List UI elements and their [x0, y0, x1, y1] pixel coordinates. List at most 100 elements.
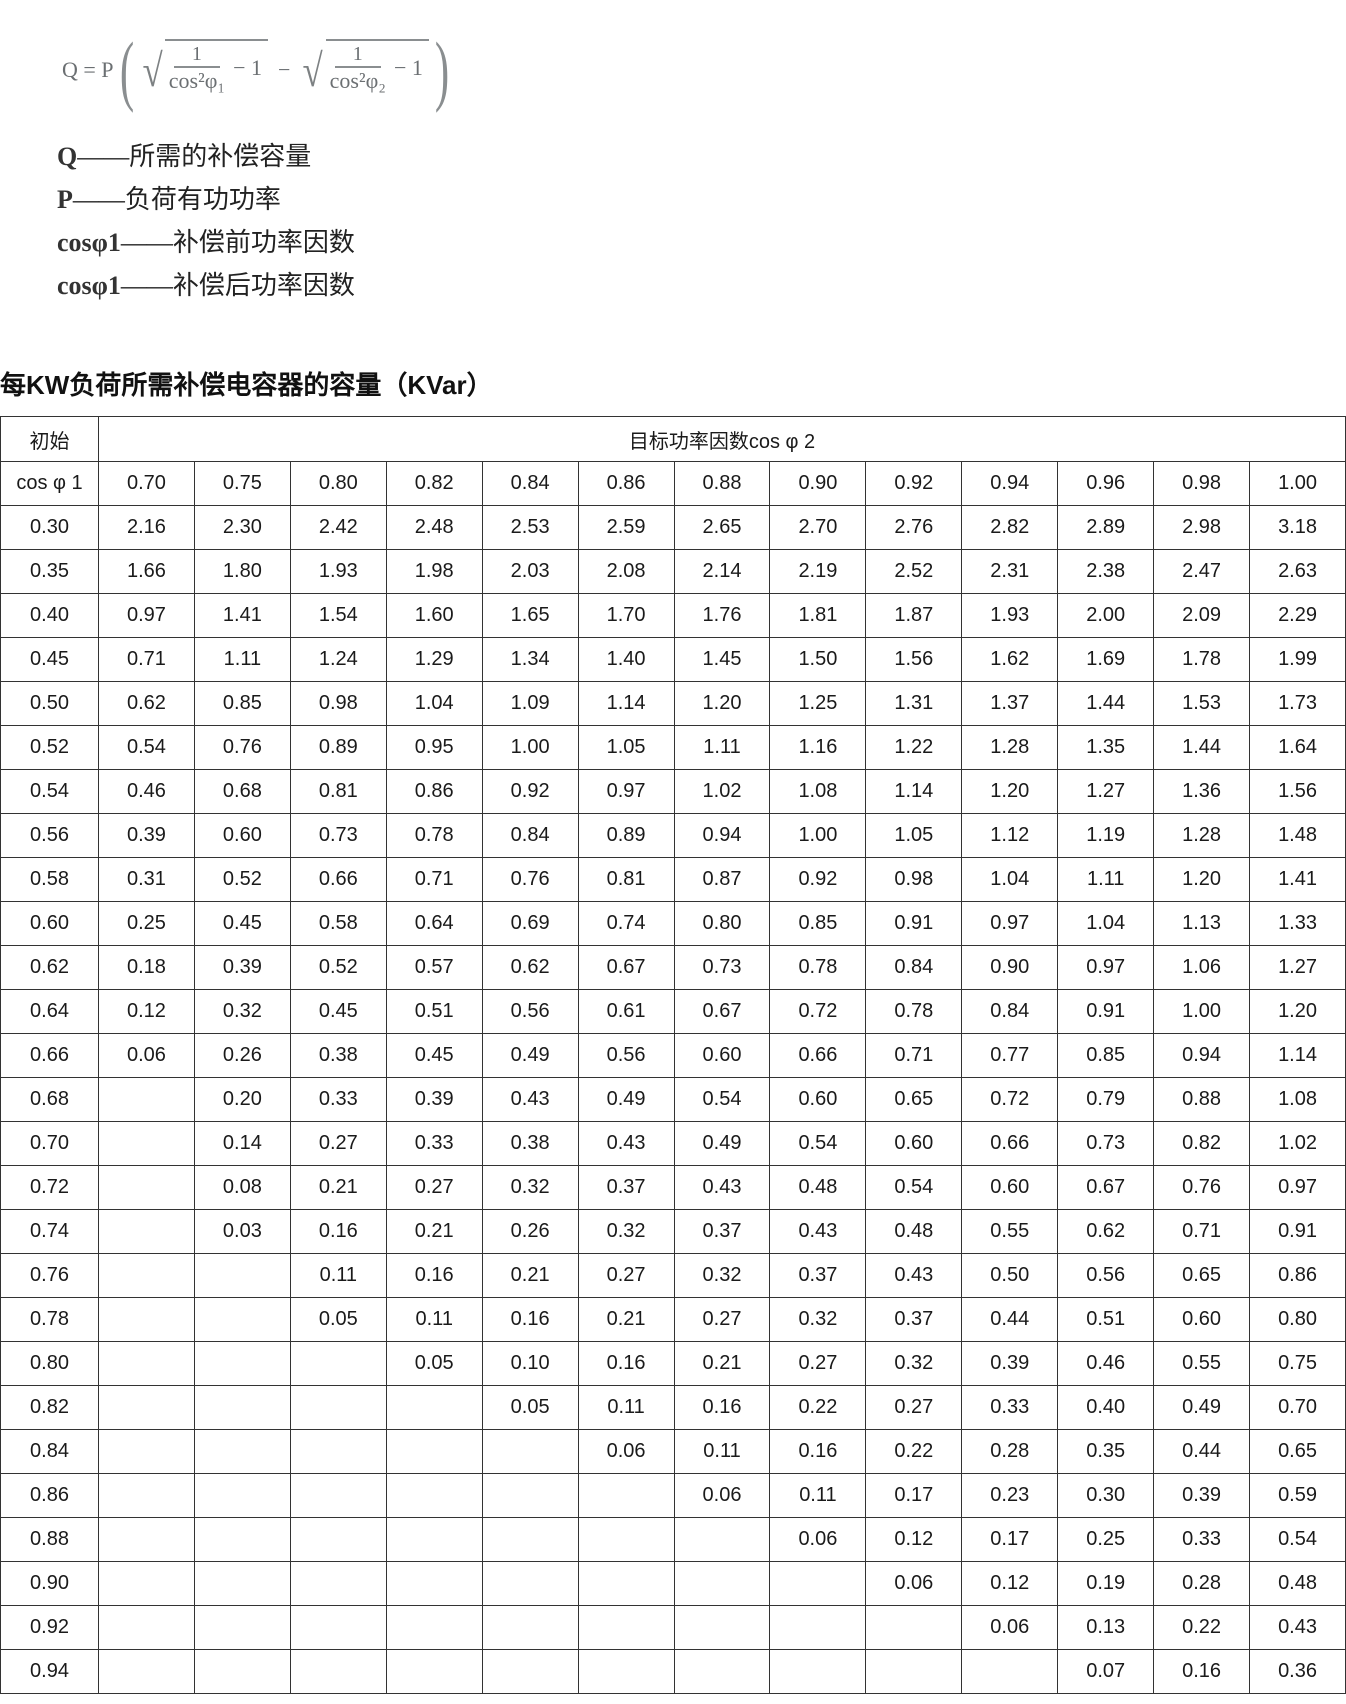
- capacity-cell: 0.85: [193, 681, 291, 726]
- column-header-row: cos φ 1 0.70 0.75 0.80 0.82 0.84 0.86 0.88 0.90…: [0, 461, 1346, 506]
- capacity-cell: 1.66: [98, 549, 195, 594]
- capacity-cell: [289, 1605, 387, 1650]
- capacity-cell: 0.05: [481, 1385, 579, 1430]
- capacity-cell: 2.52: [865, 549, 963, 594]
- capacity-cell: [577, 1517, 675, 1562]
- capacity-cell: [98, 1473, 195, 1518]
- capacity-cell: 0.07: [1057, 1649, 1155, 1694]
- capacity-cell: 0.91: [1249, 1209, 1346, 1254]
- capacity-cell: 1.53: [1153, 681, 1251, 726]
- capacity-cell: 0.54: [865, 1165, 963, 1210]
- capacity-cell: 0.22: [865, 1429, 963, 1474]
- capacity-cell: 0.97: [577, 769, 675, 814]
- capacity-cell: 0.06: [769, 1517, 867, 1562]
- capacity-cell: 0.81: [577, 857, 675, 902]
- numerator: 1: [334, 43, 381, 68]
- capacity-cell: 1.60: [385, 593, 483, 638]
- capacity-cell: 0.65: [1249, 1429, 1346, 1474]
- capacity-cell: 0.45: [193, 901, 291, 946]
- capacity-cell: 0.66: [961, 1121, 1059, 1166]
- capacity-cell: 1.93: [961, 593, 1059, 638]
- capacity-cell: 2.82: [961, 505, 1059, 550]
- capacity-cell: 2.09: [1153, 593, 1251, 638]
- capacity-cell: [193, 1341, 291, 1386]
- capacity-cell: 2.14: [673, 549, 771, 594]
- capacity-cell: 1.56: [1249, 769, 1346, 814]
- table-row: 0.56 0.39 0.60 0.73 0.78 0.84 0.89 0.94 1.00 1.05…: [0, 813, 1346, 858]
- capacity-cell: 0.88: [1153, 1077, 1251, 1122]
- capacity-cell: [98, 1561, 195, 1606]
- capacity-cell: 0.82: [1153, 1121, 1251, 1166]
- capacity-cell: 1.50: [769, 637, 867, 682]
- capacity-cell: 1.27: [1249, 945, 1346, 990]
- capacity-cell: [289, 1561, 387, 1606]
- capacity-cell: 0.94: [1153, 1033, 1251, 1078]
- capacity-cell: 1.08: [769, 769, 867, 814]
- capacity-cell: [289, 1473, 387, 1518]
- capacity-cell: 0.17: [865, 1473, 963, 1518]
- capacity-cell: 1.34: [481, 637, 579, 682]
- column-header: 0.92: [865, 461, 963, 506]
- capacity-cell: 2.30: [193, 505, 291, 550]
- capacity-cell: 1.12: [961, 813, 1059, 858]
- legend-item: cosφ1——补偿后功率因数: [57, 271, 355, 300]
- capacity-cell: 0.81: [289, 769, 387, 814]
- capacity-cell: 0.89: [577, 813, 675, 858]
- capacity-cell: 0.92: [769, 857, 867, 902]
- initial-power-factor: 0.74: [0, 1209, 99, 1254]
- table-row: 0.52 0.54 0.76 0.89 0.95 1.00 1.05 1.11 1.16 1.22…: [0, 725, 1346, 770]
- capacity-cell: 0.16: [673, 1385, 771, 1430]
- capacity-cell: 0.60: [865, 1121, 963, 1166]
- initial-power-factor: 0.50: [0, 681, 99, 726]
- capacity-cell: 0.36: [1249, 1649, 1346, 1694]
- capacity-cell: [577, 1561, 675, 1606]
- capacity-cell: 1.69: [1057, 637, 1155, 682]
- capacity-cell: 0.20: [193, 1077, 291, 1122]
- capacity-cell: 1.44: [1057, 681, 1155, 726]
- initial-power-factor: 0.72: [0, 1165, 99, 1210]
- capacity-cell: 0.87: [673, 857, 771, 902]
- capacity-cell: 0.86: [1249, 1253, 1346, 1298]
- capacity-cell: 0.05: [385, 1341, 483, 1386]
- capacity-cell: 0.43: [481, 1077, 579, 1122]
- capacity-cell: 0.21: [385, 1209, 483, 1254]
- capacity-cell: 1.20: [1153, 857, 1251, 902]
- capacity-cell: 1.11: [673, 725, 771, 770]
- capacity-cell: 0.54: [769, 1121, 867, 1166]
- capacity-cell: 0.72: [961, 1077, 1059, 1122]
- capacity-cell: 1.44: [1153, 725, 1251, 770]
- capacity-cell: 0.25: [98, 901, 195, 946]
- capacity-cell: 1.00: [769, 813, 867, 858]
- capacity-cell: 1.22: [865, 725, 963, 770]
- capacity-cell: [98, 1385, 195, 1430]
- capacity-cell: 0.60: [769, 1077, 867, 1122]
- capacity-cell: 0.67: [577, 945, 675, 990]
- initial-power-factor: 0.90: [0, 1561, 99, 1606]
- capacity-cell: 1.14: [1249, 1033, 1346, 1078]
- radical-icon: √: [302, 44, 324, 96]
- capacity-cell: 1.36: [1153, 769, 1251, 814]
- capacity-cell: [289, 1429, 387, 1474]
- corner-label-line1: 初始: [0, 416, 99, 462]
- capacity-cell: [577, 1605, 675, 1650]
- capacity-cell: 0.80: [673, 901, 771, 946]
- capacity-cell: 0.95: [385, 725, 483, 770]
- column-header: 0.90: [769, 461, 867, 506]
- table-row: 0.90 0.06 0.12 0.19 0.28 0.48: [0, 1561, 1346, 1606]
- capacity-cell: 1.11: [1057, 857, 1155, 902]
- capacity-cell: 0.49: [577, 1077, 675, 1122]
- capacity-cell: [289, 1649, 387, 1694]
- capacity-cell: [385, 1385, 483, 1430]
- capacity-cell: 2.53: [481, 505, 579, 550]
- legend-item: Q——所需的补偿容量: [57, 142, 312, 171]
- capacity-cell: 0.33: [385, 1121, 483, 1166]
- column-header: 0.88: [673, 461, 771, 506]
- table-row: 0.88 0.06 0.12 0.17 0.25 0.33 0.54: [0, 1517, 1346, 1562]
- table-title: 每KW负荷所需补偿电容器的容量（KVar）: [0, 370, 493, 400]
- capacity-cell: 0.48: [769, 1165, 867, 1210]
- capacity-cell: 0.48: [865, 1209, 963, 1254]
- capacity-cell: 0.60: [1153, 1297, 1251, 1342]
- table-row: 0.64 0.12 0.32 0.45 0.51 0.56 0.61 0.67 0.72 0.78…: [0, 989, 1346, 1034]
- table-row: 0.60 0.25 0.45 0.58 0.64 0.69 0.74 0.80 0.85 0.91…: [0, 901, 1346, 946]
- capacity-cell: 0.11: [769, 1473, 867, 1518]
